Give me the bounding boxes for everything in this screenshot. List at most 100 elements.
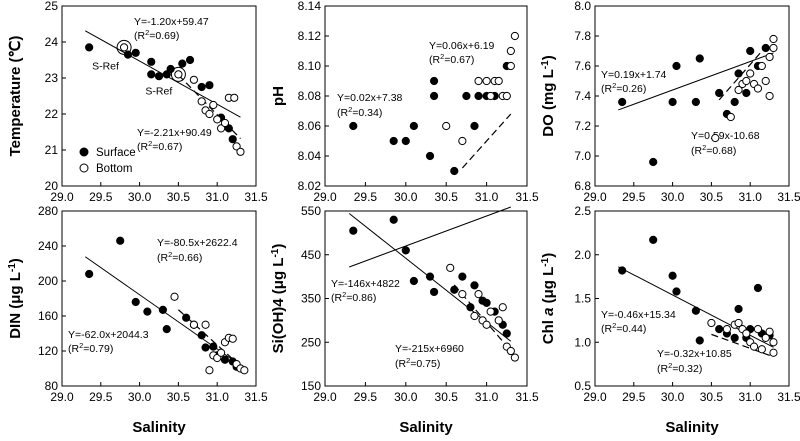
point-surface (618, 97, 627, 107)
point-bottom (442, 121, 451, 131)
fit-equation-bottom: Y=-215x+6960 (395, 343, 464, 355)
x-tick-label: 31.0 (206, 190, 230, 204)
point-bottom (205, 109, 214, 119)
point-surface (116, 236, 125, 245)
x-tick-label: 29.0 (313, 390, 337, 404)
fit-r2-surface: (R2=0.79) (68, 341, 113, 356)
s-ref-ring (170, 66, 186, 82)
y-tick-label: 160 (38, 309, 58, 323)
y-tick-label: 8.10 (298, 59, 322, 73)
point-surface (401, 136, 410, 146)
point-bottom (232, 142, 241, 151)
fit-equation-bottom: Y=-0.32x+10.85 (657, 348, 732, 360)
plot-frame (594, 5, 790, 187)
point-bottom (240, 366, 249, 375)
fit-r2-bottom: (R2=0.67) (429, 52, 474, 67)
point-bottom (498, 303, 507, 312)
point-bottom (228, 334, 237, 343)
x-tick-label: 30.5 (700, 190, 724, 204)
x-tick-label: 29.0 (50, 190, 74, 204)
point-bottom (170, 292, 179, 301)
point-surface (695, 54, 704, 63)
point-bottom (506, 346, 515, 356)
y-tick-label: 21 (45, 143, 59, 157)
point-surface (197, 82, 206, 92)
point-surface (425, 272, 435, 281)
y-tick-label: 80 (45, 379, 59, 393)
fit-r2-bottom: (R2=0.75) (395, 356, 440, 371)
y-tick-label: 7.2 (574, 119, 591, 133)
point-bottom (474, 76, 483, 86)
x-tick-label: 29.0 (50, 390, 74, 404)
y-tick-label: 8.12 (298, 29, 322, 43)
y-tick-label: 240 (38, 239, 58, 253)
point-surface (618, 266, 627, 275)
x-tick-label: 29.0 (313, 190, 337, 204)
x-axis-label: Salinity (132, 419, 186, 436)
x-tick-label: 29.5 (89, 190, 113, 204)
point-bottom (119, 43, 129, 52)
fit-equation-bottom: Y=0.59x-10.68 (691, 130, 760, 142)
panel-do: 29.0 29.5 30.0 30.5 31.0 31.5 6.8 7.0 7.2 7.4 7.6 7… (574, 0, 800, 204)
fit-line-surface (349, 206, 512, 268)
x-tick-label: 29.0 (583, 390, 607, 404)
fit-equation-surface: Y=0.02x+7.38 (337, 92, 403, 104)
fit-r2-surface: (R2=0.86) (331, 290, 376, 305)
fit-line-surface (618, 52, 774, 111)
x-tick-label: 29.0 (583, 190, 607, 204)
point-bottom (474, 290, 483, 299)
y-tick-label: 0.5 (574, 379, 591, 393)
point-bottom (486, 307, 495, 316)
point-bottom (769, 43, 778, 53)
point-bottom (216, 124, 226, 133)
point-surface (228, 135, 237, 144)
point-surface (224, 124, 233, 133)
fit-line-bottom (461, 113, 512, 169)
point-surface (182, 313, 191, 322)
x-tick-label: 31.5 (515, 390, 539, 404)
point-surface (401, 246, 410, 255)
point-surface (668, 271, 677, 280)
point-bottom (230, 93, 239, 102)
y-tick-label: 6.8 (574, 179, 591, 193)
point-bottom (197, 97, 206, 106)
point-surface (154, 72, 164, 81)
point-bottom (753, 84, 763, 93)
y-tick-label: 120 (38, 344, 58, 358)
y-tick-label: 8.14 (298, 0, 322, 13)
y-tick-label: 2.0 (574, 248, 591, 262)
x-tick-label: 31.5 (244, 190, 268, 204)
point-bottom (220, 118, 230, 128)
point-surface (220, 355, 230, 364)
point-bottom (749, 342, 759, 351)
y-tick-label: 350 (301, 292, 321, 306)
y-tick-label: 550 (301, 204, 321, 218)
point-surface (85, 43, 94, 52)
point-bottom (209, 100, 218, 110)
point-bottom (765, 52, 774, 62)
x-tick-label: 29.5 (89, 390, 113, 404)
point-surface (672, 61, 681, 71)
fit-equation-surface: Y=-1.20x+59.47 (134, 16, 209, 28)
point-surface (143, 307, 152, 316)
point-bottom (236, 147, 245, 156)
plot-frame (61, 5, 257, 187)
panel-chla: 29.0 29.5 30.0 30.5 31.0 31.5 0.5 1.0 1.5 2.0 2.5 S… (574, 204, 800, 436)
y-tick-label: 8.0 (574, 0, 591, 13)
x-tick-label: 30.5 (167, 390, 191, 404)
fit-r2-bottom: (R2=0.67) (137, 139, 182, 154)
point-bottom (742, 329, 751, 338)
fit-equation-surface: Y=-62.0x+2044.3 (68, 329, 149, 341)
y-tick-label: 280 (38, 204, 58, 218)
y-tick-label: 7.6 (574, 59, 591, 73)
point-surface (389, 136, 398, 146)
y-tick-label: 8.02 (298, 179, 322, 193)
point-bottom (189, 320, 199, 329)
point-surface (349, 121, 358, 131)
y-tick-label: 150 (301, 379, 321, 393)
point-surface (668, 97, 677, 107)
point-bottom (769, 338, 778, 347)
point-surface (753, 283, 763, 293)
point-surface (131, 297, 140, 307)
